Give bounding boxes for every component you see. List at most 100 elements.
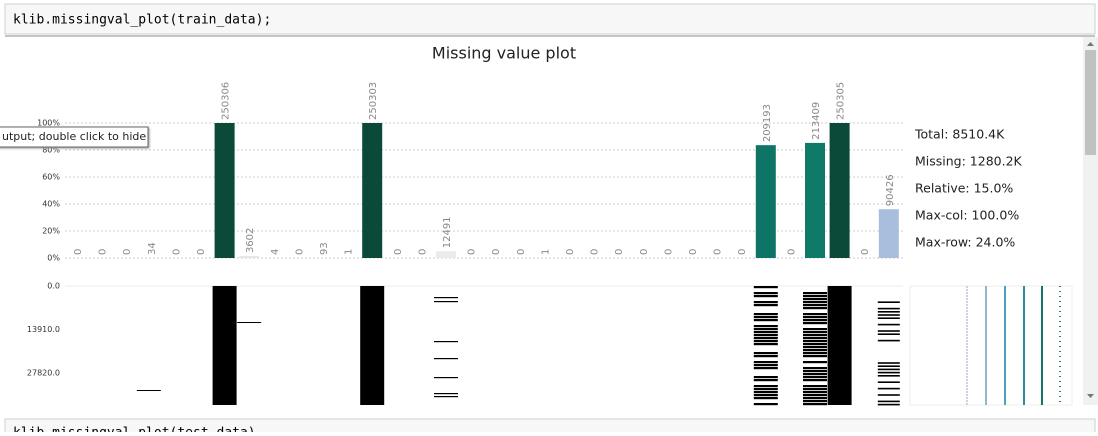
missing-stripe: [803, 334, 827, 336]
bar-label: 0: [122, 249, 133, 255]
missing-stripe: [878, 404, 900, 406]
missing-stripe: [754, 328, 778, 330]
missing-stripe: [754, 343, 778, 345]
missing-stripe: [434, 341, 458, 342]
missing-stripe: [803, 331, 827, 333]
bar: [362, 123, 382, 258]
missing-stripe: [803, 301, 827, 303]
missing-stripe: [754, 304, 778, 306]
code-text: klib.missingval_plot(test_data): [13, 426, 256, 433]
y-tick-label: 20%: [42, 227, 60, 236]
bar: [805, 143, 825, 258]
missing-stripe: [803, 376, 827, 378]
missing-stripe: [803, 346, 827, 348]
bar-label: 0: [663, 249, 674, 255]
missing-stripe: [878, 330, 900, 332]
missing-stripe: [803, 388, 827, 390]
stat-text: Max-row: 24.0%: [915, 235, 1015, 250]
stat-text: Relative: 15.0%: [915, 181, 1013, 196]
missing-stripe: [803, 379, 827, 381]
missing-stripe: [878, 362, 900, 364]
bar-label: 0: [786, 249, 797, 255]
bar-label: 0: [737, 249, 748, 255]
bar-label: 4: [270, 249, 281, 255]
missing-stripe: [878, 401, 900, 403]
bar-label: 0: [590, 249, 601, 255]
missing-stripe: [434, 301, 458, 302]
missing-stripe: [803, 313, 827, 315]
missing-stripe: [803, 322, 827, 324]
missing-stripe: [878, 381, 900, 383]
missing-stripe: [434, 396, 458, 397]
bar-label: 250306: [221, 82, 232, 120]
missing-stripe: [754, 337, 778, 339]
missing-stripe: [754, 355, 778, 357]
missing-stripe: [803, 397, 827, 399]
missing-stripe: [754, 313, 778, 315]
missing-stripe: [803, 403, 827, 405]
missing-stripe: [803, 295, 827, 297]
missing-stripe: [878, 311, 900, 313]
y-tick-label: 13910.0: [27, 325, 60, 334]
missing-stripe: [878, 324, 900, 326]
missing-stripe: [803, 328, 827, 330]
missing-stripe: [754, 376, 778, 378]
missing-stripe: [754, 352, 778, 354]
y-tick-label: 27820.0: [27, 369, 60, 378]
bar-label: 0: [467, 249, 478, 255]
bar-label: 0: [417, 249, 428, 255]
missing-stripe: [754, 391, 778, 393]
bar: [830, 123, 850, 258]
missing-stripe: [803, 400, 827, 402]
tooltip-text: utput; double click to hide: [2, 130, 146, 143]
missing-stripe: [434, 358, 458, 359]
bar-label: 34: [147, 242, 158, 255]
bar: [436, 251, 456, 258]
missing-stripe: [803, 361, 827, 363]
bar-label: 250305: [836, 82, 847, 120]
missing-stripe: [803, 307, 827, 309]
missing-column: [360, 286, 384, 405]
missing-stripe: [878, 394, 900, 396]
missing-stripe: [878, 333, 900, 335]
bar-label: 93: [319, 242, 330, 255]
y-tick-label: 40%: [42, 200, 60, 209]
missing-stripe: [803, 391, 827, 393]
y-tick-label: 100%: [37, 119, 60, 128]
bar-label: 1: [344, 249, 355, 255]
chart-title: Missing value plot: [432, 44, 576, 63]
bar-label: 209193: [762, 104, 773, 142]
bar-label: 0: [713, 249, 724, 255]
bar-label: 0: [565, 249, 576, 255]
missing-stripe: [237, 322, 261, 323]
missing-stripe: [434, 393, 458, 394]
bar: [239, 256, 259, 258]
missing-stripe: [803, 355, 827, 357]
missing-stripe: [878, 372, 900, 374]
missing-stripe: [803, 343, 827, 345]
missing-stripe: [803, 340, 827, 342]
missing-stripe: [878, 301, 900, 303]
missing-stripe: [754, 379, 778, 381]
missing-stripe: [754, 397, 778, 399]
missing-stripe: [754, 286, 778, 288]
missing-stripe: [754, 292, 778, 294]
row-panel: [910, 286, 1072, 405]
bar-label: 0: [73, 249, 84, 255]
missing-stripe: [878, 369, 900, 371]
missing-stripe: [754, 403, 778, 405]
scroll-thumb[interactable]: [1085, 50, 1096, 155]
missing-stripe: [803, 352, 827, 354]
missing-stripe: [754, 364, 778, 366]
bar-label: 213409: [811, 102, 822, 140]
missing-stripe: [754, 295, 778, 297]
code-text: klib.missingval_plot(train_data);: [13, 13, 271, 28]
missing-stripe: [754, 331, 778, 333]
missing-stripe: [803, 349, 827, 351]
bar-label: 0: [196, 249, 207, 255]
missing-stripe: [754, 301, 778, 303]
missing-stripe: [754, 361, 778, 363]
missing-stripe: [803, 373, 827, 375]
